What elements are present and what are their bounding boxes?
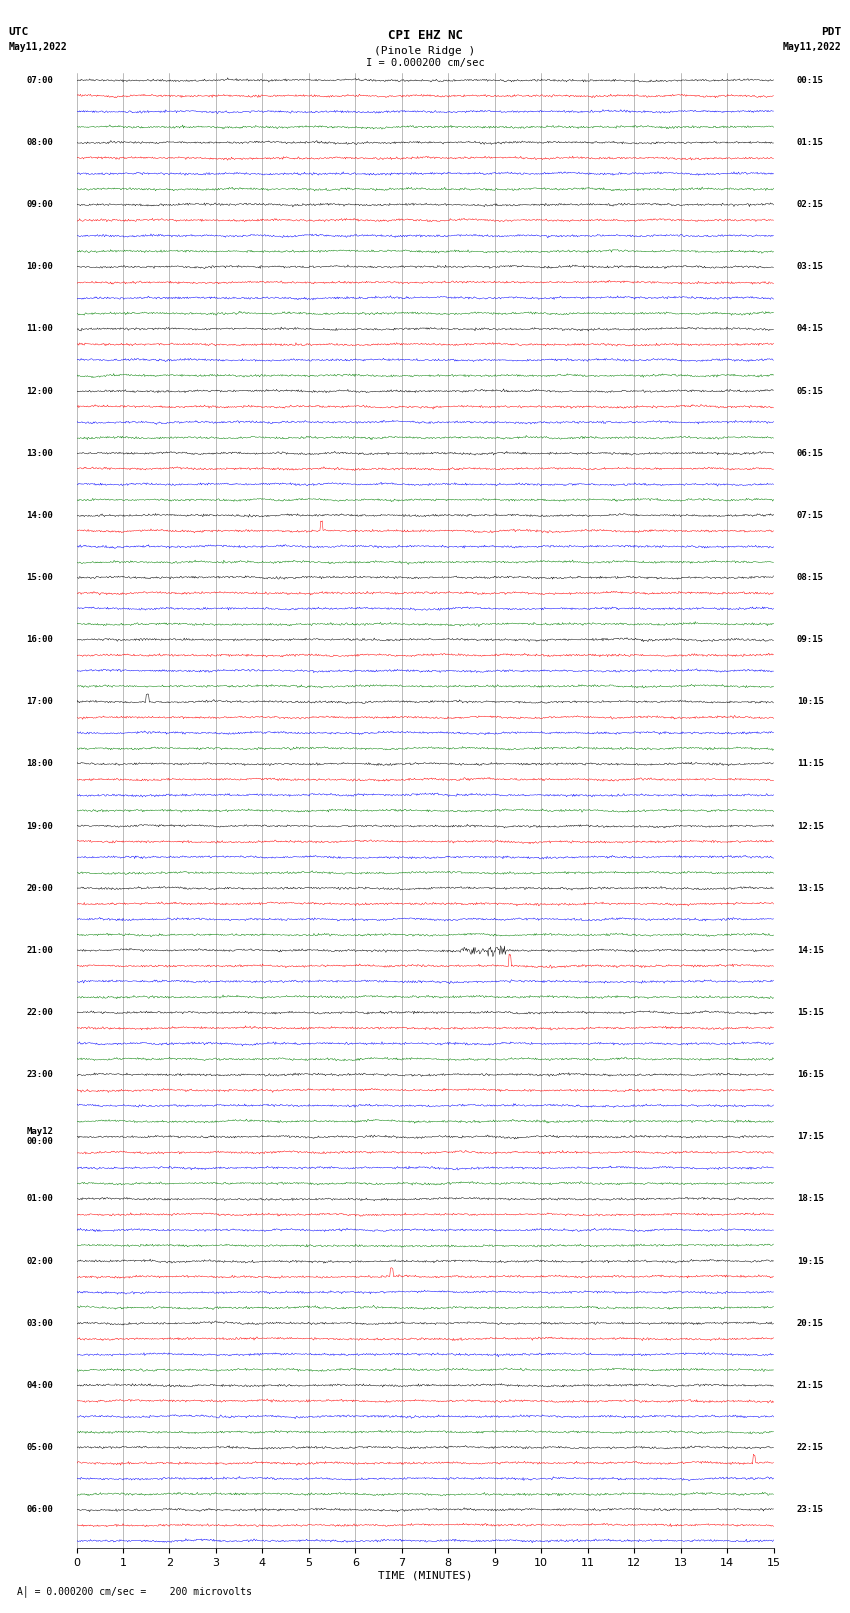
Text: 10:00: 10:00: [26, 263, 54, 271]
Text: 23:15: 23:15: [796, 1505, 824, 1515]
Text: May11,2022: May11,2022: [783, 42, 842, 52]
Text: (Pinole Ridge ): (Pinole Ridge ): [374, 47, 476, 56]
Text: 04:00: 04:00: [26, 1381, 54, 1390]
Text: 09:15: 09:15: [796, 636, 824, 644]
Text: A│ = 0.000200 cm/sec =    200 microvolts: A│ = 0.000200 cm/sec = 200 microvolts: [17, 1586, 252, 1597]
Text: 15:00: 15:00: [26, 573, 54, 582]
Text: 01:15: 01:15: [796, 139, 824, 147]
X-axis label: TIME (MINUTES): TIME (MINUTES): [377, 1571, 473, 1581]
Text: 16:00: 16:00: [26, 636, 54, 644]
Text: CPI EHZ NC: CPI EHZ NC: [388, 29, 462, 42]
Text: 08:15: 08:15: [796, 573, 824, 582]
Text: 20:15: 20:15: [796, 1319, 824, 1327]
Text: 13:00: 13:00: [26, 448, 54, 458]
Text: 23:00: 23:00: [26, 1069, 54, 1079]
Text: 04:15: 04:15: [796, 324, 824, 334]
Text: PDT: PDT: [821, 27, 842, 37]
Text: 15:15: 15:15: [796, 1008, 824, 1018]
Text: 14:15: 14:15: [796, 945, 824, 955]
Text: 02:15: 02:15: [796, 200, 824, 210]
Text: 01:00: 01:00: [26, 1194, 54, 1203]
Text: 17:15: 17:15: [796, 1132, 824, 1142]
Text: 17:00: 17:00: [26, 697, 54, 706]
Text: 19:15: 19:15: [796, 1257, 824, 1266]
Text: 22:15: 22:15: [796, 1444, 824, 1452]
Text: 22:00: 22:00: [26, 1008, 54, 1018]
Text: 20:00: 20:00: [26, 884, 54, 892]
Text: 03:00: 03:00: [26, 1319, 54, 1327]
Text: May12
00:00: May12 00:00: [26, 1127, 54, 1147]
Text: 11:15: 11:15: [796, 760, 824, 768]
Text: 14:00: 14:00: [26, 511, 54, 519]
Text: 18:15: 18:15: [796, 1194, 824, 1203]
Text: May11,2022: May11,2022: [8, 42, 67, 52]
Text: UTC: UTC: [8, 27, 29, 37]
Text: 07:15: 07:15: [796, 511, 824, 519]
Text: 16:15: 16:15: [796, 1069, 824, 1079]
Text: 00:15: 00:15: [796, 76, 824, 85]
Text: 08:00: 08:00: [26, 139, 54, 147]
Text: 09:00: 09:00: [26, 200, 54, 210]
Text: 21:00: 21:00: [26, 945, 54, 955]
Text: 21:15: 21:15: [796, 1381, 824, 1390]
Text: 12:00: 12:00: [26, 387, 54, 395]
Text: 02:00: 02:00: [26, 1257, 54, 1266]
Text: 05:15: 05:15: [796, 387, 824, 395]
Text: 11:00: 11:00: [26, 324, 54, 334]
Text: 13:15: 13:15: [796, 884, 824, 892]
Text: 05:00: 05:00: [26, 1444, 54, 1452]
Text: 03:15: 03:15: [796, 263, 824, 271]
Text: 06:15: 06:15: [796, 448, 824, 458]
Text: 06:00: 06:00: [26, 1505, 54, 1515]
Text: 19:00: 19:00: [26, 821, 54, 831]
Text: 12:15: 12:15: [796, 821, 824, 831]
Text: 07:00: 07:00: [26, 76, 54, 85]
Text: I = 0.000200 cm/sec: I = 0.000200 cm/sec: [366, 58, 484, 68]
Text: 18:00: 18:00: [26, 760, 54, 768]
Text: 10:15: 10:15: [796, 697, 824, 706]
